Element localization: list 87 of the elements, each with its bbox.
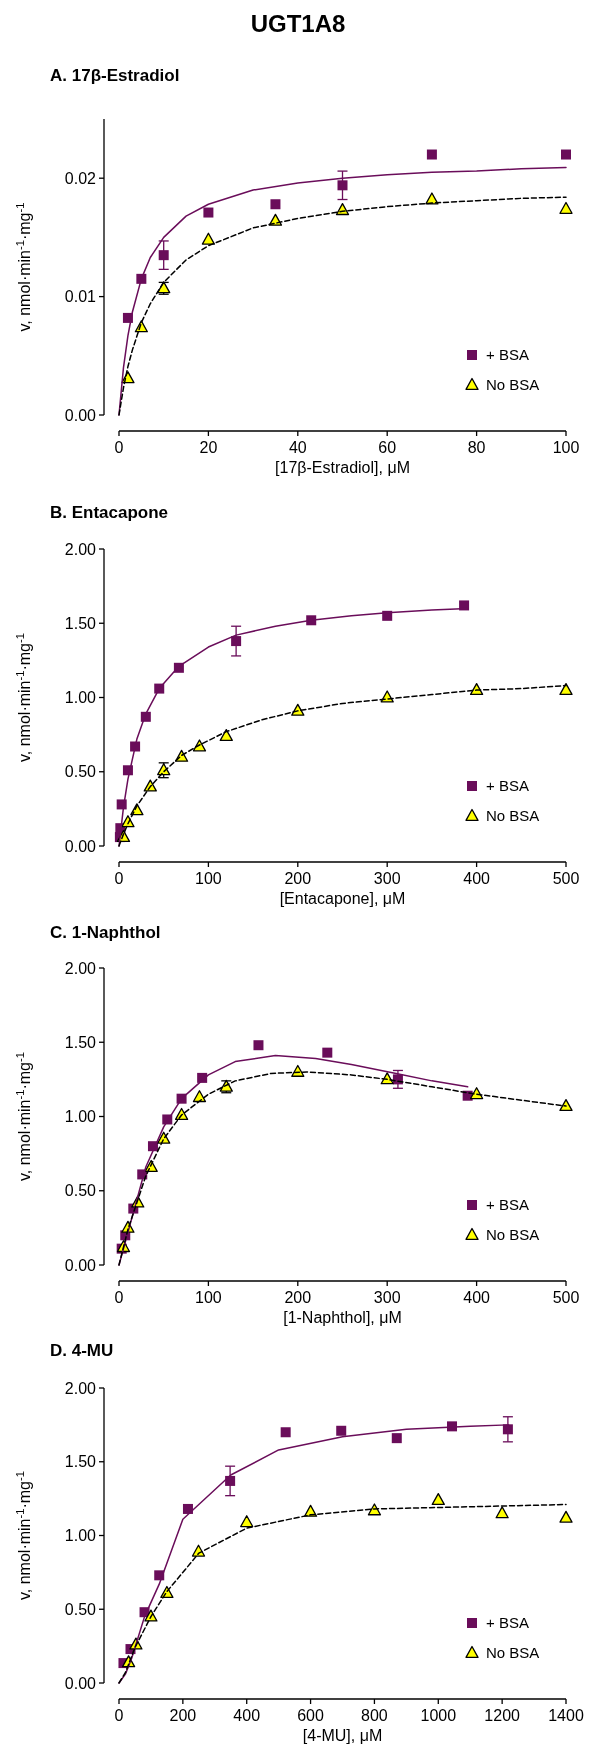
point	[495, 1506, 509, 1519]
x-tick-label: 100	[195, 870, 222, 887]
chart-subtitle: C. 1-Naphthol	[50, 923, 161, 942]
y-tick-label: 0.50	[64, 1182, 97, 1200]
y-tick-label: 0.02	[64, 169, 97, 187]
y-tick-label: 2.00	[64, 1379, 97, 1397]
y-tick-label: 0.00	[64, 406, 97, 424]
x-tick-label: 200	[284, 1289, 312, 1306]
x-tick-label: 500	[552, 870, 580, 887]
legend-label: + BSA	[486, 346, 529, 364]
x-tick-label: 300	[373, 870, 401, 887]
x-tick-label: 0	[114, 1707, 124, 1724]
y-tick-label: 0.00	[64, 1674, 97, 1692]
x-tick-label: 200	[169, 1707, 197, 1724]
point	[431, 1492, 445, 1506]
point	[426, 149, 437, 160]
x-tick-label: 500	[552, 1289, 580, 1306]
x-tick-label: 0	[114, 439, 124, 456]
legend-label: + BSA	[486, 1614, 529, 1632]
point	[336, 1425, 347, 1436]
line-series	[118, 1503, 567, 1684]
point	[225, 1475, 236, 1486]
point	[219, 728, 233, 742]
x-tick-label: 400	[463, 870, 491, 887]
chart-title: UGT1A8	[250, 10, 346, 37]
x-axis-title: [Entacapone], μM	[279, 890, 406, 907]
point	[559, 201, 573, 214]
x-axis-title: [4-MU], μM	[302, 1727, 383, 1744]
point	[253, 1040, 264, 1051]
x-tick-label: 400	[233, 1707, 261, 1724]
y-tick-label: 0.50	[64, 763, 97, 781]
legend-label: + BSA	[486, 1196, 529, 1214]
x-tick-label: 1200	[484, 1707, 521, 1724]
point	[391, 1433, 402, 1444]
y-tick-label: 1.50	[64, 614, 97, 632]
x-tick-label: 1400	[548, 1707, 584, 1724]
point	[231, 636, 242, 647]
legend-label: No BSA	[486, 1644, 540, 1662]
point	[280, 1427, 291, 1438]
x-axis-title: [17β-Estradiol], μM	[275, 459, 410, 476]
point	[203, 207, 214, 218]
point	[459, 600, 470, 611]
point	[158, 250, 169, 261]
x-tick-label: 20	[199, 439, 218, 456]
y-tick-label: 0.01	[64, 288, 97, 306]
y-tick-label: 1.50	[64, 1453, 97, 1471]
y-tick-label: 1.00	[64, 689, 97, 707]
x-tick-label: 200	[284, 870, 312, 887]
point	[561, 149, 571, 160]
chart-subtitle: D. 4-MU	[50, 1341, 114, 1360]
x-tick-label: 100	[552, 439, 580, 456]
x-tick-label: 600	[297, 1707, 325, 1724]
point	[201, 232, 216, 245]
x-tick-label: 800	[361, 1707, 388, 1724]
legend-label: No BSA	[486, 807, 540, 825]
y-tick-label: 0.00	[64, 1256, 97, 1274]
x-tick-label: 0	[114, 870, 124, 887]
x-tick-label: 1000	[420, 1707, 457, 1724]
point	[469, 1087, 484, 1100]
point	[182, 1503, 193, 1514]
legend-label: No BSA	[486, 1226, 540, 1244]
y-tick-label: 0.50	[64, 1600, 97, 1618]
x-tick-label: 80	[467, 439, 486, 456]
x-axis-title: [1-Naphthol], μM	[283, 1309, 402, 1326]
x-tick-label: 100	[195, 1289, 222, 1306]
y-tick-label: 1.50	[64, 1033, 97, 1051]
x-tick-label: 400	[463, 1289, 491, 1306]
x-tick-label: 300	[373, 1289, 401, 1306]
y-tick-label: 2.00	[64, 959, 97, 977]
point	[291, 1064, 305, 1077]
point	[270, 199, 281, 210]
y-tick-label: 0.00	[64, 837, 97, 855]
point	[322, 1047, 333, 1058]
x-tick-label: 40	[288, 439, 307, 456]
legend-label: No BSA	[486, 376, 540, 394]
chart-subtitle: A. 17β-Estradiol	[50, 66, 180, 85]
point	[240, 1515, 254, 1528]
y-tick-label: 1.00	[64, 1108, 97, 1126]
x-tick-label: 0	[114, 1289, 124, 1306]
point	[559, 682, 573, 696]
point	[337, 180, 348, 191]
chart-subtitle: B. Entacapone	[50, 503, 169, 522]
point	[559, 1510, 573, 1523]
y-tick-label: 1.00	[64, 1527, 97, 1545]
x-tick-label: 60	[378, 439, 397, 456]
y-tick-label: 2.00	[64, 540, 97, 558]
legend-label: + BSA	[486, 777, 529, 795]
